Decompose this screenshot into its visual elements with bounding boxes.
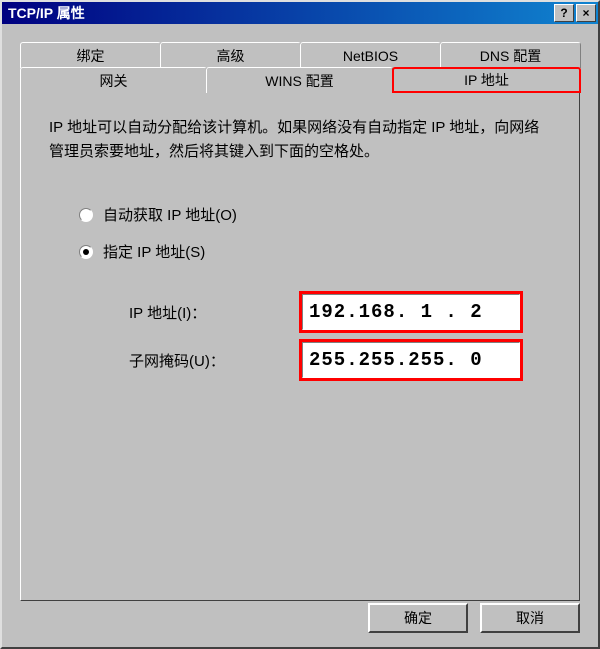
subnet-label: 子网掩码(U)： (129, 350, 299, 371)
ok-button[interactable]: 确定 (368, 603, 468, 633)
tcpip-properties-window: TCP/IP 属性 ? × 绑定 高级 NetBIOS DNS 配置 网关 WI… (0, 0, 600, 649)
radio-auto-button[interactable] (79, 208, 93, 222)
ip-address-highlight: 192.168. 1 . 2 (299, 291, 523, 333)
tab-netbios[interactable]: NetBIOS (300, 42, 441, 68)
dialog-buttons: 确定 取消 (368, 603, 580, 633)
tab-bindings[interactable]: 绑定 (20, 42, 161, 68)
help-icon: ? (560, 7, 567, 19)
ip-fields: IP 地址(I)： 192.168. 1 . 2 子网掩码(U)： 255.25… (129, 288, 551, 384)
radio-specify-row[interactable]: 指定 IP 地址(S) (79, 241, 551, 262)
tab-advanced[interactable]: 高级 (160, 42, 301, 68)
ip-address-row: IP 地址(I)： 192.168. 1 . 2 (129, 288, 551, 336)
close-icon: × (582, 7, 589, 19)
radio-auto-row[interactable]: 自动获取 IP 地址(O) (79, 204, 551, 225)
tabs-row-front: 网关 WINS 配置 IP 地址 (20, 67, 580, 93)
cancel-button[interactable]: 取消 (480, 603, 580, 633)
dialog-body: 绑定 高级 NetBIOS DNS 配置 网关 WINS 配置 IP 地址 IP… (2, 24, 598, 647)
subnet-input[interactable]: 255.255.255. 0 (302, 342, 520, 378)
radio-specify-label: 指定 IP 地址(S) (103, 241, 205, 262)
radio-auto-label: 自动获取 IP 地址(O) (103, 204, 237, 225)
ip-address-label: IP 地址(I)： (129, 302, 299, 323)
help-button[interactable]: ? (554, 4, 574, 22)
ip-address-input[interactable]: 192.168. 1 . 2 (302, 294, 520, 330)
tabs-container: 绑定 高级 NetBIOS DNS 配置 网关 WINS 配置 IP 地址 (20, 42, 580, 92)
tab-panel: IP 地址可以自动分配给该计算机。如果网络没有自动指定 IP 地址，向网络管理员… (20, 91, 580, 601)
tab-ip-address[interactable]: IP 地址 (392, 67, 581, 93)
titlebar-buttons: ? × (554, 4, 596, 22)
radio-specify-button[interactable] (79, 245, 93, 259)
window-title: TCP/IP 属性 (8, 3, 554, 23)
tabs-row-back: 绑定 高级 NetBIOS DNS 配置 (20, 42, 580, 68)
subnet-row: 子网掩码(U)： 255.255.255. 0 (129, 336, 551, 384)
radio-group: 自动获取 IP 地址(O) 指定 IP 地址(S) IP 地址(I)： 192.… (79, 204, 551, 384)
titlebar: TCP/IP 属性 ? × (2, 2, 598, 24)
tab-gateway[interactable]: 网关 (20, 67, 207, 93)
tab-dns[interactable]: DNS 配置 (440, 42, 581, 68)
subnet-highlight: 255.255.255. 0 (299, 339, 523, 381)
tab-wins[interactable]: WINS 配置 (206, 67, 393, 93)
close-button[interactable]: × (576, 4, 596, 22)
help-text: IP 地址可以自动分配给该计算机。如果网络没有自动指定 IP 地址，向网络管理员… (49, 116, 551, 164)
